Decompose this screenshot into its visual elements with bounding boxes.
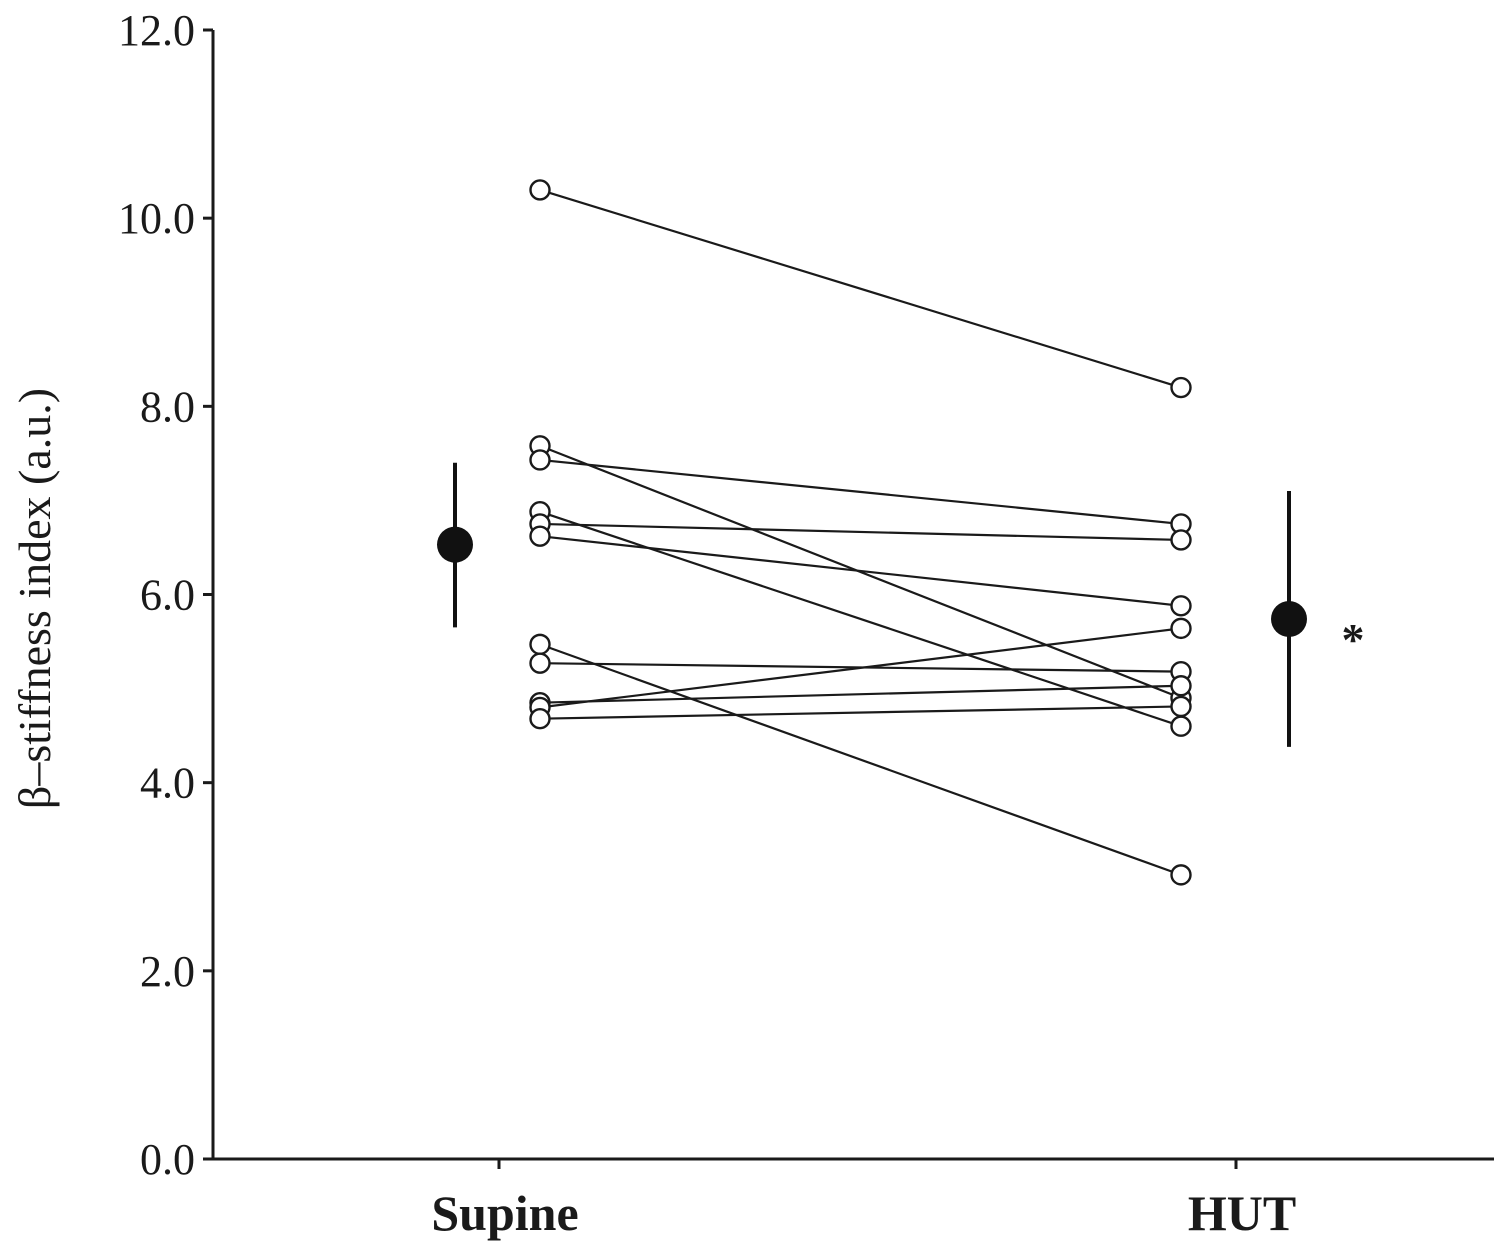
supine-point [529, 652, 551, 674]
y-tick-label: 8.0 [140, 382, 195, 431]
hut-point [1170, 376, 1192, 399]
subject-points [529, 179, 1192, 886]
labels: 0.0 2.0 4.0 6.0 8.0 10.0 12.0 Supine HUT β–stiffn… [9, 6, 1365, 1241]
subject-lines [539, 188, 1182, 876]
hut-point [1170, 617, 1192, 640]
x-category-label: HUT [1188, 1185, 1296, 1241]
mean-marker [1271, 600, 1307, 637]
y-tick-label: 6.0 [140, 571, 195, 620]
subject-line [539, 535, 1182, 607]
supine-point [529, 525, 551, 547]
y-axis-title: β–stiffness index (a.u.) [9, 388, 60, 809]
supine-point [529, 633, 551, 656]
y-tick-label: 4.0 [140, 759, 195, 808]
hut-point [1170, 715, 1192, 737]
y-tick-label: 0.0 [140, 1135, 195, 1184]
x-category-label: Supine [431, 1185, 578, 1241]
subject-line [539, 705, 1182, 720]
significance-marker: * [1342, 614, 1365, 665]
hut-point [1170, 695, 1192, 718]
hut-point [1170, 675, 1192, 697]
y-tick-label: 10.0 [118, 194, 195, 243]
hut-point [1170, 529, 1192, 551]
subject-line [539, 627, 1182, 709]
supine-point [529, 449, 551, 471]
subject-line [539, 188, 1182, 389]
hut-point [1170, 864, 1192, 886]
y-tick-label: 12.0 [118, 6, 195, 55]
mean-marker [437, 526, 473, 563]
subject-line [539, 458, 1182, 526]
summary-markers [437, 462, 1307, 747]
y-tick-label: 2.0 [140, 947, 195, 996]
subject-line [539, 684, 1182, 704]
subject-line [539, 643, 1182, 876]
axes [203, 28, 1494, 1169]
supine-point [529, 179, 551, 201]
subject-line [539, 522, 1182, 542]
hut-point [1170, 595, 1192, 617]
supine-point [529, 707, 551, 730]
